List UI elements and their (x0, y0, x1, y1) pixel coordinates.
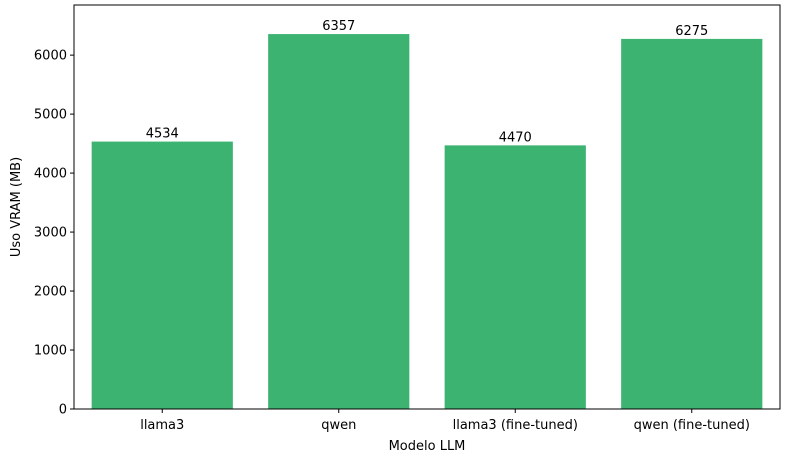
x-tick-label: llama3 (140, 418, 184, 433)
y-tick-label: 3000 (34, 226, 67, 241)
bar-value-label: 6357 (322, 19, 355, 34)
bar-llama3 (91, 141, 233, 409)
y-tick-label: 0 (59, 403, 67, 418)
bar-value-label: 4534 (146, 127, 179, 142)
x-tick-label: qwen (321, 418, 356, 433)
y-tick-label: 5000 (34, 108, 67, 123)
x-tick-label: qwen (fine-tuned) (634, 418, 750, 433)
bars-layer (91, 34, 763, 409)
bar-qwen-fine-tuned (621, 38, 763, 409)
bar-value-label: 6275 (675, 24, 708, 39)
bar-llama3-fine-tuned (444, 145, 586, 409)
y-tick-label: 1000 (34, 344, 67, 359)
y-axis-title: Uso VRAM (MB) (9, 157, 24, 257)
x-tick-label: llama3 (fine-tuned) (453, 418, 578, 433)
y-tick-label: 2000 (34, 285, 67, 300)
plot-frame (73, 4, 781, 410)
bar-value-label: 4470 (499, 130, 532, 145)
axes-layer: 0 1000 2000 3000 4000 5000 6000 llama3 qwen llama… (34, 4, 781, 433)
bar-qwen (268, 34, 410, 409)
y-tick-label: 4000 (34, 167, 67, 182)
x-axis-title: Modelo LLM (389, 439, 466, 454)
data-labels-layer: 4534 6357 4470 6275 (146, 19, 709, 145)
y-tick-label: 6000 (34, 49, 67, 64)
